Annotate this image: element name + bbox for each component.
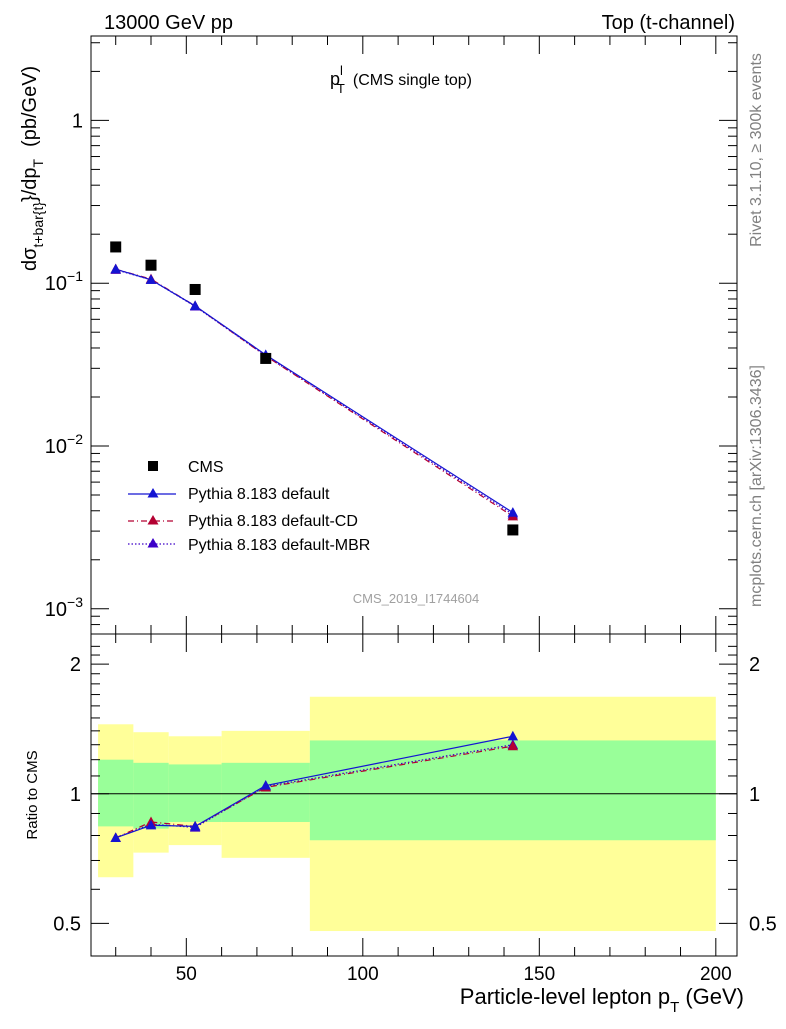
main-series-marker (145, 274, 157, 284)
plot-title-rest: (CMS single top) (353, 72, 472, 89)
tick-base: 10 (45, 273, 67, 295)
main-y-tick-label: 1 (72, 110, 83, 132)
plot-title-main: p (330, 69, 340, 89)
legend-marker-cms (148, 461, 158, 471)
energy-label: 13000 GeV pp (104, 12, 233, 34)
cms-data-point (507, 524, 519, 536)
uncertainty-band-inner (221, 762, 310, 822)
cms-data-point (189, 283, 201, 295)
main-y-axis: 110−110−210−3 (45, 42, 737, 635)
plot-title-sup: l (340, 63, 343, 78)
process-label: Top (t-channel) (602, 12, 735, 34)
ratio-series-marker (145, 819, 157, 830)
ratio-series-group (110, 730, 519, 842)
legend-marker-default (147, 488, 159, 498)
ylabel-c: (pb/GeV) (19, 66, 41, 147)
ratio-series-line (115, 744, 513, 839)
ylabel-b-sub: T (30, 159, 46, 168)
tick-exponent: −1 (67, 268, 83, 284)
legend: CMS Pythia 8.183 default Pythia 8.183 de… (128, 459, 370, 554)
ratio-series-marker (507, 730, 519, 741)
cms-data-point (260, 352, 272, 364)
legend-marker-cd (147, 515, 159, 525)
ylabel-a-sub: t+bar{t} (30, 202, 46, 248)
tick-base: 10 (45, 436, 67, 458)
xlabel-main: Particle-level lepton p (460, 984, 670, 1009)
cms-data-point (110, 241, 122, 253)
main-series-line (115, 268, 514, 514)
xlabel-sub: T (670, 999, 679, 1016)
ratio-y-tick-label-right: 1 (749, 784, 760, 806)
ratio-y-tick-label-left: 0.5 (53, 913, 81, 935)
x-tick-label: 150 (523, 964, 555, 985)
legend-label-cms: CMS (188, 459, 224, 476)
x-axis: 50 100 150 200 (115, 634, 732, 985)
main-series-marker (110, 263, 121, 274)
mcplots-label: mcplots.cern.ch [arXiv:1306.3436] (748, 365, 765, 607)
ratio-panel: 2 2 1 1 0.5 0.5 50 100 150 200 Ratio to CMS Part… (24, 633, 777, 1016)
uncertainty-band-inner (309, 740, 716, 841)
rivet-label: Rivet 3.1.10, ≥ 300k events (748, 53, 765, 247)
legend-label-default: Pythia 8.183 default (188, 486, 330, 503)
main-panel: 110−110−210−3 pl T (CMS single top) CMS_20… (19, 35, 738, 635)
x-tick-label: 200 (700, 964, 732, 985)
uncertainty-band-inner (98, 759, 134, 827)
main-y-tick-label: 10−2 (45, 431, 83, 458)
ratio-series-marker (507, 740, 519, 751)
x-axis-label: Particle-level lepton pT (GeV) (460, 984, 744, 1016)
ratio-y-tick-label-left: 1 (70, 784, 81, 806)
cms-data-points (110, 241, 519, 536)
legend-label-mbr: Pythia 8.183 default-MBR (188, 537, 370, 554)
ylabel-a: dσ (19, 247, 41, 271)
legend-marker-mbr (147, 538, 159, 548)
tick-exponent: −2 (67, 431, 83, 447)
ratio-y-axis: 2 2 1 1 0.5 0.5 (53, 645, 777, 935)
analysis-watermark: CMS_2019_I1744604 (353, 591, 480, 606)
tick-exponent: −3 (67, 594, 83, 610)
xlabel-rest: (GeV) (685, 984, 744, 1009)
plot-title-sub: T (337, 81, 345, 96)
main-series-line (115, 268, 514, 517)
main-series-marker (507, 507, 519, 517)
main-series-line (115, 269, 514, 515)
uncertainty-bands (98, 696, 716, 932)
ratio-y-tick-label-right: 0.5 (749, 913, 777, 935)
main-y-tick-label: 10−1 (45, 268, 83, 295)
x-tick-label: 100 (347, 964, 379, 985)
main-x-ticks (115, 36, 717, 634)
legend-label-cd: Pythia 8.183 default-CD (188, 513, 358, 530)
ratio-series-marker (260, 780, 271, 790)
ratio-series-marker (110, 832, 121, 842)
ratio-y-label: Ratio to CMS (24, 750, 41, 839)
tick-base: 10 (45, 599, 67, 621)
plot-title: pl T (CMS single top) (330, 63, 472, 96)
main-series-marker (189, 300, 201, 311)
cms-data-point (145, 259, 157, 271)
ylabel-b: }/dp (19, 168, 41, 202)
uncertainty-band-inner (168, 764, 222, 822)
main-y-tick-label: 10−3 (45, 594, 83, 621)
x-tick-label: 50 (176, 964, 197, 985)
main-y-label: dσt+bar{t}}/dpT (pb/GeV) (19, 66, 46, 271)
ratio-frame (90, 633, 738, 957)
ratio-y-tick-label-left: 2 (70, 654, 81, 676)
ratio-series-marker (189, 820, 201, 831)
main-series-group (110, 263, 519, 521)
ratio-y-tick-label-right: 2 (749, 654, 760, 676)
